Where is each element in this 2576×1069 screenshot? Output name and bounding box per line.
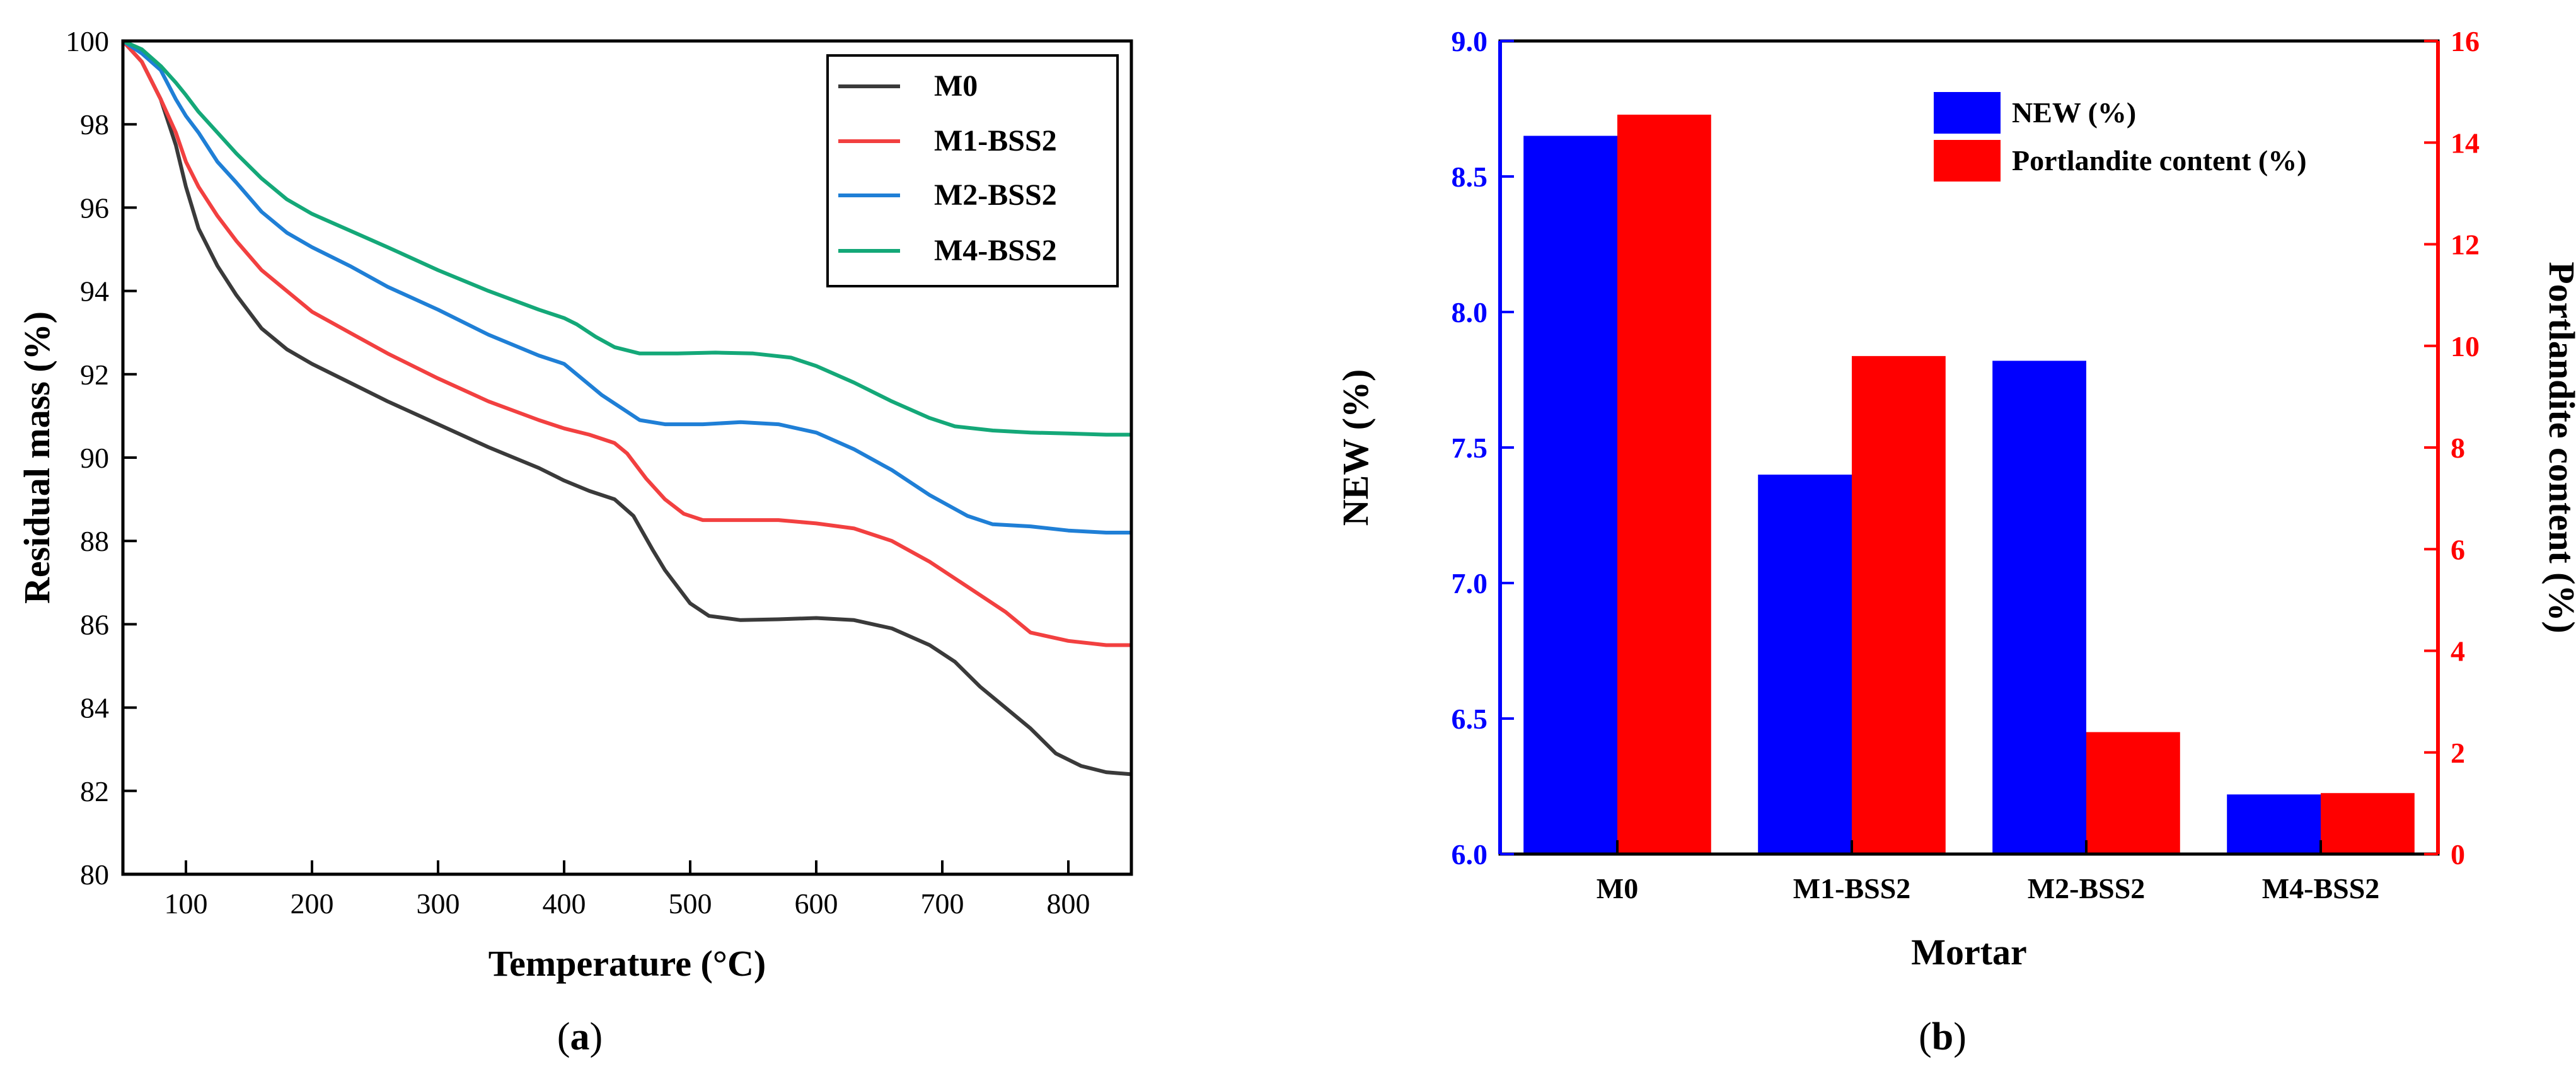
x-tick-label: 300 [417,887,460,920]
chart-b-bars [1523,114,2415,854]
y-tick-label: 9.0 [1452,25,1488,57]
y-tick-label: 90 [80,442,109,474]
y2-tick-label: 10 [2451,330,2480,362]
x-tick-label: 200 [291,887,334,920]
x-tick-label: 600 [795,887,838,920]
bar-portlandite-m1-bss2 [1852,355,1946,854]
y2-tick-label: 16 [2451,25,2480,57]
y-tick-label: 84 [80,692,109,724]
panel-label-a: (a) [557,1015,603,1058]
x-tick-label: 700 [921,887,964,920]
y-tick-label: 92 [80,359,109,391]
legend-label-m2-bss2: M2-BSS2 [934,178,1057,212]
chart-b-legend: NEW (%) Portlandite content (%) [1934,92,2307,182]
x-category-label: M2-BSS2 [2028,872,2146,904]
y2-tick-label: 14 [2451,127,2480,159]
legend-label-m0: M0 [934,69,978,103]
legend-label-m1-bss2: M1-BSS2 [934,124,1057,158]
legend-label-portlandite: Portlandite content (%) [2012,144,2307,176]
bar-new-m0 [1523,136,1617,854]
x-tick-label: 100 [165,887,208,920]
legend-swatch-portlandite [1934,140,2001,182]
chart-a-legend: M0 M1-BSS2 M2-BSS2 M4-BSS2 [826,54,1119,287]
panel-letter-b: b [1932,1015,1953,1058]
y-tick-label: 6.5 [1452,703,1488,735]
series-line-m0 [121,39,1132,777]
chart-a-lines [121,39,1132,777]
series-line-m4-bss2 [122,39,1131,437]
y2-tick-label: 12 [2451,229,2480,261]
chart-b-x-axis-label: Mortar [1911,932,2027,973]
y-tick-label: 86 [80,608,109,640]
y2-tick-label: 2 [2451,737,2465,769]
y-tick-label: 96 [80,192,109,224]
x-tick-label: 800 [1047,887,1090,920]
y-tick-label: 8.5 [1452,161,1488,193]
legend-label-m4-bss2: M4-BSS2 [934,234,1057,267]
bar-portlandite-m0 [1617,114,1711,854]
bar-new-m4-bss2 [2227,794,2321,854]
panel-label-b: (b) [1919,1015,1967,1058]
y2-tick-label: 8 [2451,432,2465,464]
chart-a: 100 200 300 400 500 600 700 800 80 82 84 86 88 90 92 94… [16,25,1133,1058]
chart-a-x-axis-label: Temperature (°C) [488,943,766,984]
chart-b-ticks: M0 M1-BSS2 M2-BSS2 M4-BSS2 6.0 6.5 7.0 7.5 8.0 8.… [1452,25,2480,904]
bar-portlandite-m2-bss2 [2086,732,2180,854]
y-tick-label: 6.0 [1452,838,1488,870]
bar-portlandite-m4-bss2 [2321,793,2415,854]
chart-b: M0 M1-BSS2 M2-BSS2 M4-BSS2 6.0 6.5 7.0 7.5 8.0 8.… [1335,25,2576,1058]
panel-letter-a: a [570,1015,590,1058]
y-tick-label: 88 [80,525,109,557]
x-tick-label: 500 [669,887,712,920]
chart-a-legend-box [826,54,1119,287]
legend-swatch-new [1934,92,2001,134]
y-tick-label: 98 [80,108,109,141]
x-category-label: M4-BSS2 [2262,872,2380,904]
x-category-label: M0 [1597,872,1638,904]
y-tick-label: 80 [80,858,109,891]
legend-label-new: NEW (%) [2012,96,2136,129]
series-line-m1-bss2 [121,39,1131,647]
y-tick-label: 82 [80,775,109,807]
x-category-label: M1-BSS2 [1793,872,1911,904]
y-tick-label: 94 [80,275,109,308]
series-line-m2-bss2 [122,39,1131,534]
y-tick-label: 7.5 [1452,432,1488,464]
chart-b-y-axis-label: NEW (%) [1335,369,1376,526]
chart-a-ticks: 100 200 300 400 500 600 700 800 80 82 84 86 88 90 92 94… [66,25,1090,920]
chart-b-y2-axis-label: Portlandite content (%) [2541,262,2576,633]
bar-new-m2-bss2 [1992,361,2086,854]
y2-tick-label: 4 [2451,635,2465,667]
chart-a-y-axis-label: Residual mass (%) [16,311,57,604]
x-tick-label: 400 [543,887,586,920]
y-tick-label: 7.0 [1452,567,1488,599]
bar-new-m1-bss2 [1758,475,1852,854]
y-tick-label: 100 [66,25,109,57]
y-tick-label: 8.0 [1452,296,1488,328]
y2-tick-label: 0 [2451,838,2465,870]
y2-tick-label: 6 [2451,533,2465,565]
